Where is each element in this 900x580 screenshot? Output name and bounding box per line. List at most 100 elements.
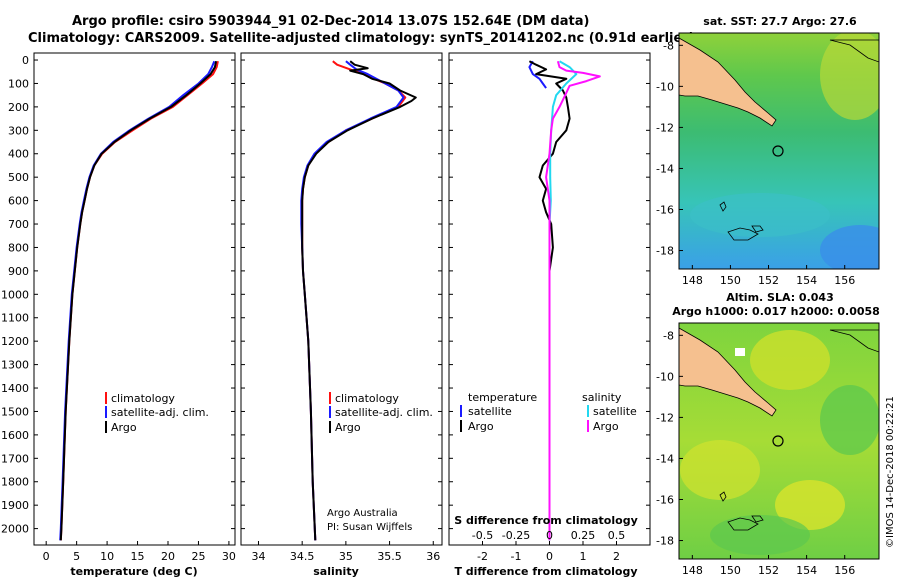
x-tick-label: 10 bbox=[100, 550, 114, 563]
depth-tick-label: 1000 bbox=[1, 288, 29, 301]
map-lat-label: -14 bbox=[656, 452, 674, 465]
map-lat-label: -14 bbox=[656, 162, 674, 175]
map-lon-label: 156 bbox=[834, 564, 855, 577]
map-lon-label: 152 bbox=[758, 274, 779, 287]
depth-tick-label: 100 bbox=[8, 77, 29, 90]
sla-low-patch bbox=[820, 385, 879, 455]
credit-line1: Argo Australia bbox=[327, 508, 398, 519]
temperature-panel: 0 5 10 15 20 25 30 temperature (deg C) climato… bbox=[33, 52, 236, 578]
x-tick-label: 2 bbox=[613, 550, 620, 563]
map-lat-label: -12 bbox=[656, 411, 674, 424]
legend-climatology: climatology bbox=[111, 392, 175, 405]
salinity-legend: climatology satellite-adj. clim. Argo bbox=[329, 392, 433, 434]
coast-reefs bbox=[719, 201, 764, 241]
map-lat-label: -8 bbox=[663, 39, 674, 52]
sla-map-axes: 148 150 152 154 156 -8 -10 -12 -14 -16 -18 bbox=[656, 329, 855, 577]
x-tick-label: -1 bbox=[511, 550, 522, 563]
salinity-panel: 34 34.5 35 35.5 36 salinity climatology sate… bbox=[240, 52, 443, 578]
map-lat-label: -16 bbox=[656, 493, 674, 506]
land-papua-new-guinea bbox=[679, 37, 777, 127]
depth-tick-label: 1400 bbox=[1, 382, 29, 395]
temperature-plot-frame bbox=[33, 52, 236, 546]
sla-map-frame bbox=[678, 322, 880, 560]
legend-t-satellite: satellite bbox=[468, 405, 512, 418]
legend-temperature-header: temperature bbox=[468, 391, 537, 404]
sla-field bbox=[679, 323, 879, 559]
salinity-x-label: salinity bbox=[313, 565, 359, 578]
coast-islands bbox=[829, 39, 879, 63]
sst-field bbox=[679, 33, 879, 269]
legend-climatology: climatology bbox=[335, 392, 399, 405]
x-tick-label: 35 bbox=[339, 550, 353, 563]
chart-title-line2: Climatology: CARS2009. Satellite-adjuste… bbox=[28, 31, 695, 46]
x-tick-label: 15 bbox=[131, 550, 145, 563]
depth-tick-label: 700 bbox=[8, 218, 29, 231]
legend-s-satellite: satellite bbox=[593, 405, 637, 418]
depth-tick-label: 1500 bbox=[1, 405, 29, 418]
depth-tick-label: 1600 bbox=[1, 429, 29, 442]
depth-tick-label: 600 bbox=[8, 195, 29, 208]
temperature-x-label: temperature (deg C) bbox=[70, 565, 197, 578]
sst-map: sat. SST: 27.7 Argo: 27.6 148 150 152 154 15… bbox=[656, 15, 880, 287]
depth-tick-label: 1100 bbox=[1, 312, 29, 325]
sla-low-patch bbox=[710, 515, 810, 555]
map-lon-label: 148 bbox=[682, 564, 703, 577]
s-difference-axis: -0.5 -0.25 0 0.25 0.5 bbox=[472, 529, 625, 542]
sst-warm-patch bbox=[820, 33, 879, 120]
difference-legend: temperature salinity satellite Argo sate… bbox=[460, 391, 637, 433]
depth-tick-label: 1200 bbox=[1, 335, 29, 348]
x-tick-label: -2 bbox=[477, 550, 488, 563]
legend-t-argo: Argo bbox=[468, 420, 494, 433]
legend-s-argo: Argo bbox=[593, 420, 619, 433]
series-line-temperature-satellite bbox=[528, 60, 547, 89]
map-lat-label: -8 bbox=[663, 329, 674, 342]
map-lat-label: -12 bbox=[656, 121, 674, 134]
x-tick-label: 34.5 bbox=[290, 550, 315, 563]
legend-satellite: satellite-adj. clim. bbox=[111, 406, 209, 419]
sla-no-data bbox=[735, 348, 745, 356]
salinity-plot-frame bbox=[240, 52, 443, 546]
sla-high-patch bbox=[750, 330, 830, 390]
series-line-argo bbox=[59, 61, 218, 541]
series-line-salinity-argo bbox=[545, 60, 601, 541]
salinity-x-axis: 34 34.5 35 35.5 36 bbox=[241, 59, 442, 563]
map-lat-label: -10 bbox=[656, 370, 674, 383]
x-tick-label: 36 bbox=[426, 550, 440, 563]
map-lat-label: -18 bbox=[656, 245, 674, 258]
salinity-series bbox=[300, 60, 417, 541]
x-tick-label: 25 bbox=[191, 550, 205, 563]
difference-x-axis: -2 -1 0 1 2 bbox=[449, 59, 650, 563]
s-diff-tick-label: 0.5 bbox=[608, 529, 626, 542]
x-tick-label: 0 bbox=[546, 550, 553, 563]
map-lat-label: -16 bbox=[656, 203, 674, 216]
x-tick-label: 0 bbox=[43, 550, 50, 563]
sst-cold-patch bbox=[820, 225, 879, 269]
map-lon-label: 154 bbox=[796, 274, 817, 287]
legend-argo: Argo bbox=[335, 421, 361, 434]
depth-tick-label: 2000 bbox=[1, 523, 29, 536]
depth-tick-label: 1800 bbox=[1, 476, 29, 489]
temperature-legend: climatology satellite-adj. clim. Argo bbox=[105, 392, 209, 434]
map-lon-label: 148 bbox=[682, 274, 703, 287]
chart-title-line1: Argo profile: csiro 5903944_91 02-Dec-20… bbox=[72, 14, 589, 29]
t-difference-x-label: T difference from climatology bbox=[454, 565, 637, 578]
depth-axis: 0 100 200 300 400 500 600 700 800 900 1000 1100 1200… bbox=[1, 54, 29, 536]
depth-tick-label: 500 bbox=[8, 171, 29, 184]
temperature-x-axis: 0 5 10 15 20 25 30 bbox=[34, 59, 236, 563]
land-papua-new-guinea bbox=[679, 327, 777, 417]
depth-tick-label: 200 bbox=[8, 101, 29, 114]
difference-series bbox=[528, 60, 601, 541]
legend-argo: Argo bbox=[111, 421, 137, 434]
x-tick-label: 20 bbox=[161, 550, 175, 563]
s-difference-label: S difference from climatology bbox=[454, 514, 638, 527]
depth-tick-label: 0 bbox=[22, 54, 29, 67]
map-lat-label: -10 bbox=[656, 80, 674, 93]
imos-credit: ©IMOS 14-Dec-2018 00:22:21 bbox=[885, 396, 896, 548]
s-diff-tick-label: -0.25 bbox=[502, 529, 530, 542]
coast-islands bbox=[829, 329, 879, 353]
legend-satellite: satellite-adj. clim. bbox=[335, 406, 433, 419]
legend-salinity-header: salinity bbox=[582, 391, 622, 404]
depth-tick-label: 300 bbox=[8, 124, 29, 137]
map-lon-label: 154 bbox=[796, 564, 817, 577]
